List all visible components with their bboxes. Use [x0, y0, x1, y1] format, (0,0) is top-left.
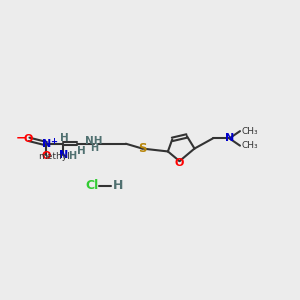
Text: H: H — [90, 142, 98, 153]
Text: methyl: methyl — [53, 154, 58, 155]
Text: H: H — [61, 134, 69, 143]
Text: Cl: Cl — [85, 179, 99, 192]
Text: NH: NH — [85, 136, 103, 146]
Text: S: S — [138, 142, 146, 155]
Text: methyl: methyl — [52, 154, 57, 155]
Text: methyl: methyl — [38, 152, 70, 161]
Text: CH₃: CH₃ — [242, 141, 259, 150]
Text: N: N — [59, 150, 68, 160]
Text: −: − — [16, 132, 26, 145]
Text: N: N — [225, 134, 234, 143]
Text: O: O — [23, 134, 33, 144]
Text: N: N — [42, 139, 51, 149]
Text: O: O — [175, 158, 184, 168]
Text: +: + — [50, 137, 57, 146]
Text: O: O — [42, 151, 51, 161]
Text: H: H — [77, 146, 86, 156]
Text: H: H — [68, 151, 76, 161]
Text: CH₃: CH₃ — [242, 127, 259, 136]
Text: H: H — [113, 179, 123, 192]
